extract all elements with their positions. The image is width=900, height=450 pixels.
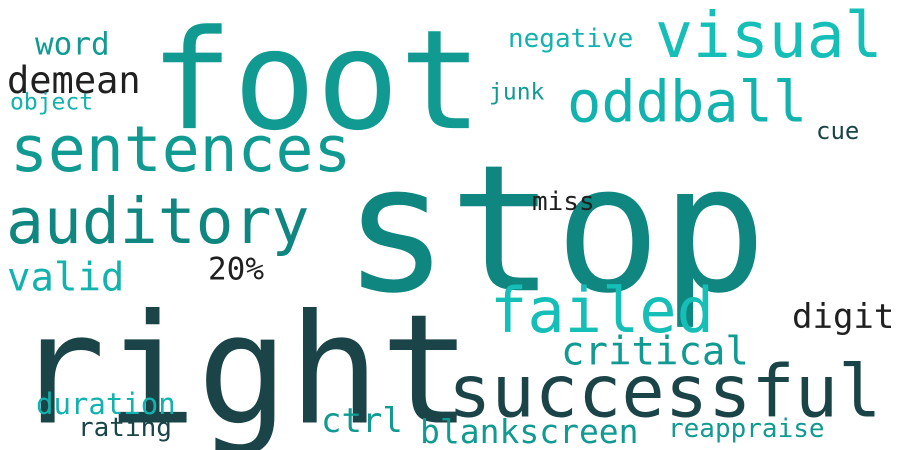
word-cue: cue <box>816 116 860 145</box>
word-demean: demean <box>7 58 141 102</box>
word-successful: successful <box>448 349 882 434</box>
word-failed: failed <box>490 273 714 347</box>
word-20-percent: 20% <box>208 251 264 288</box>
word-ctrl: ctrl <box>321 401 403 442</box>
word-right: right <box>14 281 472 450</box>
word-junk: junk <box>489 79 545 106</box>
word-valid: valid <box>7 255 125 301</box>
word-visual: visual <box>655 0 883 73</box>
word-object: object <box>10 89 94 116</box>
word-negative: negative <box>508 24 634 55</box>
word-stop: stop <box>343 127 767 333</box>
word-foot: foot <box>150 0 483 162</box>
word-rating: rating <box>78 413 172 444</box>
word-critical: critical <box>561 329 749 375</box>
word-word: word <box>35 26 110 63</box>
word-auditory: auditory <box>6 185 310 259</box>
word-miss: miss <box>532 187 595 218</box>
word-sentences: sentences <box>10 113 352 187</box>
word-blankscreen: blankscreen <box>420 411 639 450</box>
word-digit: digit <box>792 297 895 338</box>
word-reappraise: reappraise <box>668 414 825 445</box>
word-oddball: oddball <box>567 69 808 136</box>
word-duration: duration <box>36 386 176 421</box>
